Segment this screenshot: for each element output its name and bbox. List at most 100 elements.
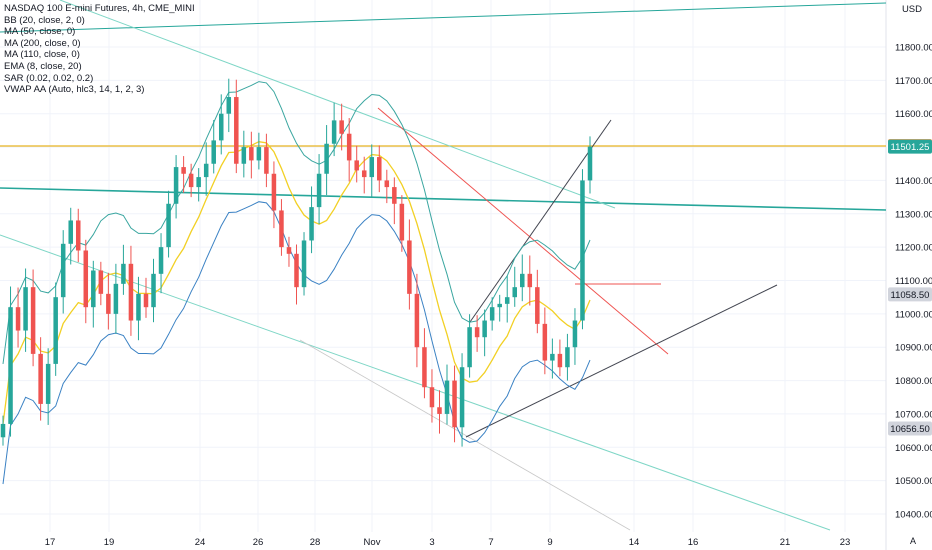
price-axis-label: 11501.25 (888, 139, 932, 154)
candle (158, 233, 164, 294)
candle (339, 103, 344, 151)
candle-body (414, 293, 420, 348)
candle-body (429, 387, 435, 408)
candle-body (309, 207, 314, 241)
trend-line (299, 339, 631, 531)
candle-body (572, 320, 578, 348)
legend-symbol[interactable]: NASDAQ 100 E-mini Futures, 4h, CME_MINI (4, 3, 195, 14)
candle-body (166, 203, 171, 248)
time-tick-label: 7 (488, 537, 493, 548)
candle (60, 230, 66, 314)
price-tick-label: 11700.00 (895, 76, 932, 87)
candle-body (106, 293, 111, 314)
candle-body (279, 210, 284, 248)
candle-body (399, 203, 405, 241)
trend-line (469, 119, 612, 323)
candle-body (361, 170, 367, 178)
price-tick-label: 11100.00 (895, 276, 932, 287)
candle (452, 365, 457, 443)
candle-body (459, 367, 465, 428)
candle (527, 255, 533, 306)
candle-body (331, 120, 337, 144)
time-tick-label: 24 (195, 537, 206, 548)
candle-body (121, 263, 126, 284)
candle (587, 136, 593, 194)
legend-ma50[interactable]: MA (50, close, 0) (4, 26, 76, 38)
candle (467, 314, 472, 378)
candle-body (128, 263, 134, 321)
candle-body (158, 247, 164, 274)
candle-body (98, 270, 104, 294)
candle (474, 315, 480, 352)
candle-body (339, 120, 344, 134)
candle-body (15, 307, 21, 331)
legend-bb[interactable]: BB (20, close, 2, 0) (4, 14, 85, 26)
legend-sar[interactable]: SAR (0.02, 0.02, 0.2) (4, 72, 94, 84)
candle-body (467, 327, 472, 368)
price-label-text: 10656.50 (890, 424, 930, 435)
time-tick-label: 21 (780, 537, 791, 548)
candle-body (294, 253, 299, 288)
candle (324, 125, 329, 196)
candle-body (444, 380, 450, 414)
candle (429, 369, 435, 423)
candle (377, 145, 382, 193)
legend-vwap[interactable]: VWAP AA (Auto, hlc3, 14, 1, 2, 3) (4, 84, 145, 96)
time-axis: 17 19 24 26 28 Nov 3 7 9 14 16 21 23 (45, 537, 851, 548)
candle (173, 155, 179, 219)
candle-body (181, 167, 186, 174)
auto-scale-button[interactable]: A (909, 536, 916, 546)
candle (264, 133, 269, 188)
candle-body (53, 297, 58, 364)
grid (0, 0, 887, 550)
candle (301, 232, 307, 296)
candle-body (504, 297, 510, 304)
candle-body (377, 157, 382, 181)
legend-ema8[interactable]: EMA (8, close, 20) (4, 60, 82, 72)
candle (369, 144, 375, 198)
candle (15, 287, 21, 348)
candle-body (264, 147, 269, 174)
candle (249, 131, 254, 179)
candle (38, 337, 43, 421)
candle-body (68, 220, 73, 244)
candle-body (422, 347, 427, 388)
candle (68, 207, 73, 265)
candle-body (173, 167, 179, 204)
candle (188, 163, 194, 198)
candle (218, 94, 224, 155)
candle-series (0, 78, 593, 447)
candle (286, 236, 292, 267)
candle (565, 333, 570, 381)
candle-body (542, 323, 548, 361)
candle-body (234, 97, 239, 164)
candle (136, 276, 141, 341)
candle-body (535, 287, 540, 324)
candle (241, 130, 247, 178)
candle-body (384, 180, 390, 188)
candle (309, 186, 314, 254)
candle-body (286, 247, 292, 254)
candle (279, 199, 284, 256)
candle-body (301, 240, 307, 288)
candle-body (241, 147, 247, 164)
candle (256, 132, 262, 170)
candle-body (203, 163, 209, 178)
candle (75, 208, 81, 263)
time-tick-label: 19 (104, 537, 115, 548)
candle-body (143, 293, 149, 308)
candle-body (113, 283, 119, 314)
candle (8, 286, 13, 437)
candle-body (407, 240, 412, 294)
candle-body (75, 220, 81, 251)
candle (331, 102, 337, 157)
legend-ma200[interactable]: MA (200, close, 0) (4, 37, 81, 49)
price-axis: 10400.00 10500.00 10600.00 10700.00 10800.00… (888, 43, 932, 521)
candle-body (0, 423, 6, 438)
indicator-legend: NASDAQ 100 E-mini Futures, 4h, CME_MINI … (4, 3, 195, 96)
trend-line (377, 107, 669, 355)
candle-body (324, 143, 329, 174)
legend-ma110[interactable]: MA (110, close, 0) (4, 49, 80, 61)
candle-body (256, 147, 262, 161)
